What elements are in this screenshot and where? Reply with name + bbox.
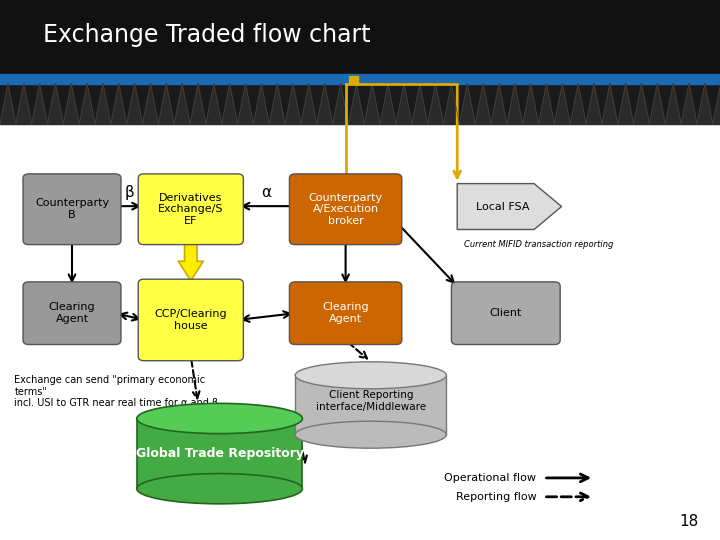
FancyBboxPatch shape [138, 279, 243, 361]
Polygon shape [412, 84, 428, 124]
Text: Clearing
Agent: Clearing Agent [49, 302, 95, 324]
Polygon shape [253, 84, 269, 124]
FancyBboxPatch shape [289, 282, 402, 345]
Polygon shape [143, 84, 158, 124]
Polygon shape [95, 84, 111, 124]
Text: Clearing
Agent: Clearing Agent [323, 302, 369, 324]
Polygon shape [269, 84, 285, 124]
Text: Operational flow: Operational flow [444, 473, 536, 483]
Polygon shape [428, 84, 444, 124]
Text: Exchange can send "primary economic
terms"
incl. USI to GTR near real time for α: Exchange can send "primary economic term… [14, 375, 219, 408]
Polygon shape [634, 84, 649, 124]
Polygon shape [111, 84, 127, 124]
Polygon shape [32, 84, 48, 124]
Polygon shape [491, 84, 507, 124]
Polygon shape [586, 84, 602, 124]
Text: Current MIFID transaction reporting: Current MIFID transaction reporting [464, 240, 613, 249]
Polygon shape [457, 184, 562, 230]
Bar [295, 375, 446, 435]
Polygon shape [665, 84, 681, 124]
Polygon shape [554, 84, 570, 124]
FancyBboxPatch shape [289, 174, 402, 245]
Bar [0, 84, 720, 124]
Text: Counterparty
B: Counterparty B [35, 198, 109, 220]
Polygon shape [206, 84, 222, 124]
FancyBboxPatch shape [23, 174, 121, 245]
Bar [0, 74, 720, 84]
Text: Exchange Traded flow chart: Exchange Traded flow chart [43, 23, 371, 47]
Polygon shape [697, 84, 713, 124]
Polygon shape [16, 84, 32, 124]
FancyBboxPatch shape [23, 282, 121, 345]
Polygon shape [523, 84, 539, 124]
FancyBboxPatch shape [138, 174, 243, 245]
Text: Reporting flow: Reporting flow [456, 492, 536, 502]
Text: Global Trade Repository: Global Trade Repository [135, 447, 304, 460]
Bar [137, 418, 302, 489]
Polygon shape [602, 84, 618, 124]
Polygon shape [539, 84, 554, 124]
Polygon shape [507, 84, 523, 124]
Text: Local FSA: Local FSA [476, 201, 529, 212]
Text: Client: Client [490, 308, 522, 318]
Ellipse shape [137, 474, 302, 504]
Polygon shape [127, 84, 143, 124]
Text: α: α [261, 185, 271, 200]
Text: Counterparty
A/Execution
broker: Counterparty A/Execution broker [309, 193, 382, 226]
Polygon shape [174, 84, 190, 124]
Polygon shape [301, 84, 317, 124]
Polygon shape [444, 84, 459, 124]
Ellipse shape [295, 362, 446, 389]
Ellipse shape [295, 421, 446, 448]
Polygon shape [713, 84, 720, 124]
Polygon shape [79, 84, 95, 124]
Polygon shape [48, 84, 63, 124]
Polygon shape [618, 84, 634, 124]
Text: Client Reporting
interface/Middleware: Client Reporting interface/Middleware [316, 390, 426, 411]
Polygon shape [190, 84, 206, 124]
FancyArrowPatch shape [179, 243, 203, 281]
Text: CCP/Clearing
house: CCP/Clearing house [155, 309, 227, 330]
Polygon shape [0, 84, 16, 124]
FancyBboxPatch shape [451, 282, 560, 345]
Text: β: β [125, 185, 135, 200]
Polygon shape [63, 84, 79, 124]
Text: 18: 18 [679, 514, 698, 529]
Polygon shape [681, 84, 697, 124]
Polygon shape [317, 84, 333, 124]
Polygon shape [380, 84, 396, 124]
Polygon shape [285, 84, 301, 124]
Bar [349, 76, 358, 83]
Polygon shape [649, 84, 665, 124]
Ellipse shape [137, 403, 302, 434]
Polygon shape [475, 84, 491, 124]
Polygon shape [158, 84, 174, 124]
Polygon shape [364, 84, 380, 124]
Polygon shape [222, 84, 238, 124]
Polygon shape [333, 84, 348, 124]
Polygon shape [396, 84, 412, 124]
Polygon shape [238, 84, 253, 124]
Polygon shape [570, 84, 586, 124]
Polygon shape [348, 84, 364, 124]
Polygon shape [459, 84, 475, 124]
Bar [0, 124, 720, 540]
Text: Derivatives
Exchange/S
EF: Derivatives Exchange/S EF [158, 193, 223, 226]
